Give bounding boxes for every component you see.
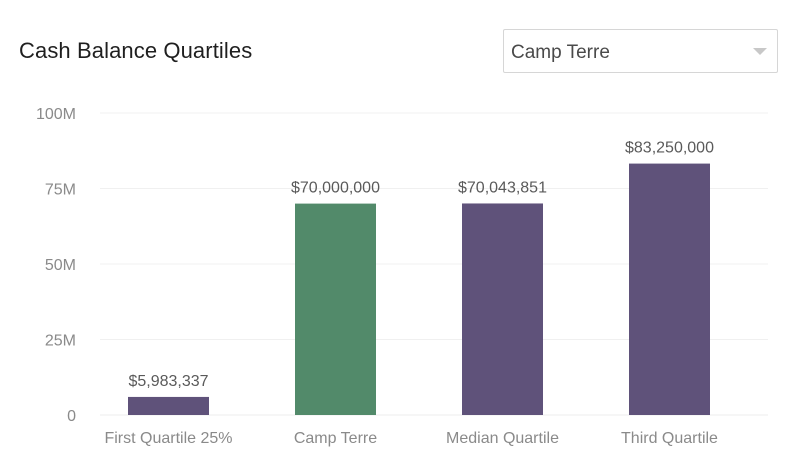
bar: [462, 203, 543, 415]
x-tick-label: Third Quartile: [621, 430, 718, 447]
x-tick-label: First Quartile 25%: [104, 430, 232, 447]
data-label: $70,000,000: [291, 180, 380, 197]
bar: [295, 203, 376, 415]
y-tick-label: 75M: [45, 182, 76, 199]
data-label: $5,983,337: [128, 373, 208, 390]
chart-title: Cash Balance Quartiles: [19, 38, 253, 63]
bar: [128, 396, 209, 415]
data-label: $70,043,851: [458, 179, 547, 196]
chevron-down-icon[interactable]: [753, 48, 767, 55]
y-tick-label: 25M: [45, 333, 76, 350]
y-tick-label: 50M: [45, 257, 76, 274]
x-tick-label: Median Quartile: [446, 430, 559, 447]
entity-select-value: Camp Terre: [511, 42, 610, 63]
y-tick-label: 0: [67, 408, 76, 425]
data-label: $83,250,000: [625, 140, 714, 157]
y-tick-label: 100M: [36, 106, 76, 123]
x-tick-label: Camp Terre: [294, 430, 377, 447]
entity-select[interactable]: Camp Terre: [503, 29, 778, 73]
bar: [629, 163, 710, 415]
